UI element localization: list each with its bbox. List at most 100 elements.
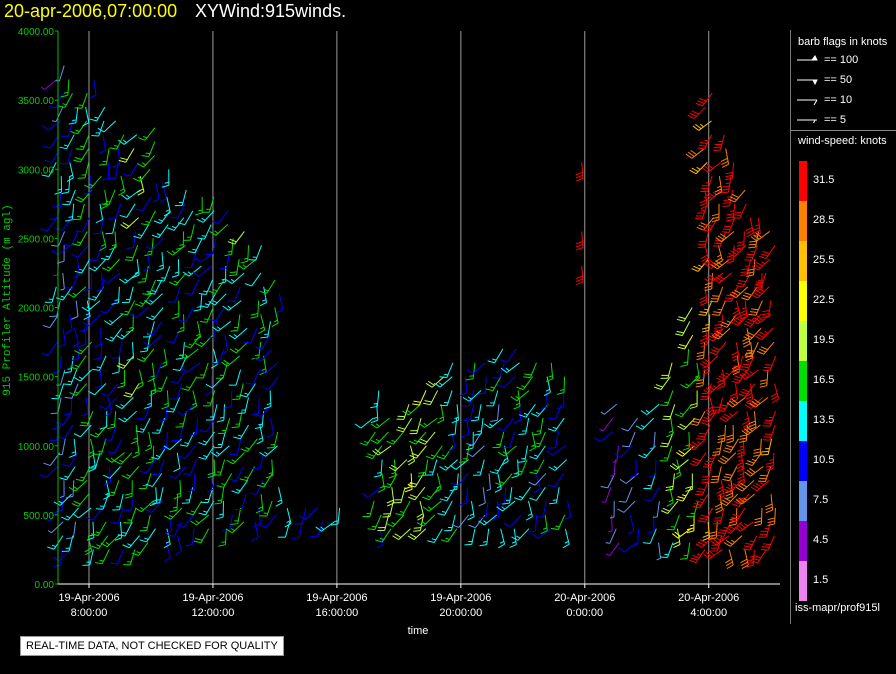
wind-barb [189,418,199,437]
wind-barb [699,355,719,368]
wind-barb [695,535,714,548]
wind-barb [725,549,734,570]
x-tick-date: 20-Apr-2006 [554,592,615,604]
wind-barb [715,231,735,243]
wind-barb [451,404,460,424]
wind-barb [653,376,671,390]
wind-barb [697,231,709,248]
wind-barb [93,217,105,235]
wind-barb [396,417,413,433]
wind-barb [161,169,170,188]
wind-barb [259,279,276,294]
wind-barb [382,473,398,488]
wind-barb [711,258,731,270]
wind-barb [101,162,110,181]
wind-barb [694,203,708,220]
wind-barb [65,314,73,334]
wind-barb [259,514,277,528]
legend-panel: barb flags in knots == 100 == 50 == 10 =… [790,30,896,624]
wind-barb [749,396,769,408]
wind-barb [209,224,229,236]
wind-barb [66,521,77,540]
wind-barb [729,383,739,403]
wind-barb [87,438,95,459]
wind-barb [496,500,516,512]
wind-barb [169,494,179,513]
wind-barb [407,445,416,466]
wind-barb [135,196,152,212]
wind-barb [230,314,241,332]
wind-barb [216,501,224,520]
wind-barb [451,473,469,487]
wind-barb [511,459,519,479]
wind-barb [98,134,106,154]
wind-barb [118,410,137,423]
wind-barb [468,514,486,529]
wind-barb [105,327,123,342]
wind-barb [711,203,720,223]
wind-barb [48,93,64,109]
wind-barb [711,327,731,340]
wind-barb [543,376,551,397]
wind-barb [59,134,75,150]
wind-barb [548,404,562,420]
chart-title-date: 20-apr-2006,07:00:00 [4,1,178,21]
wind-barb [144,238,154,257]
wind-barb [137,404,151,420]
wind-barb [696,424,711,441]
wind-barb [396,404,410,420]
wind-barb [382,500,394,518]
x-tick-time: 0:00:00 [566,607,603,619]
wind-barb [148,362,163,379]
wind-barb [464,528,476,546]
wind-barb [61,176,71,195]
wind-barb [742,411,751,431]
wind-barb [259,355,267,376]
wind-barb [104,424,117,441]
wind-barb [115,397,134,410]
wind-barb [83,272,93,292]
wind-barb [720,314,737,328]
wind-barb [60,272,65,291]
wind-barb [112,494,124,511]
speed-swatch [799,481,807,521]
wind-barb [709,341,727,356]
wind-barb [176,514,195,528]
wind-barb [266,431,279,449]
wind-barb [233,424,249,440]
wind-barb [676,307,693,322]
wind-barb [109,549,125,565]
wind-barb [185,528,195,547]
wind-barbs [39,65,780,570]
wind-barb [433,376,453,388]
wind-barb [109,134,125,150]
wind-barb [47,521,64,534]
wind-barb [138,473,152,490]
wind-barb [167,521,182,537]
wind-barb [705,397,715,417]
wind-barb [90,521,107,537]
wind-barb [39,466,58,479]
wind-barb [251,397,260,416]
wind-barb [671,528,692,539]
wind-barb [208,307,225,322]
wind-barb [723,535,743,547]
wind-barb [422,486,440,501]
wind-barb [750,479,770,492]
wind-barb [478,514,498,526]
x-tick-time: 8:00:00 [71,607,108,619]
wind-barb [134,500,154,513]
wind-barb [43,134,60,149]
wind-barb [525,500,533,521]
wind-barb [702,217,719,232]
wind-barb [119,203,136,218]
wind-barb [599,417,614,432]
wind-barb [690,410,706,426]
wind-barb [367,514,382,531]
wind-barb [362,500,375,518]
wind-barb [696,342,706,361]
wind-barb [725,162,735,181]
wind-barb [712,231,727,247]
wind-barb [717,424,726,444]
wind-barb [497,487,507,506]
